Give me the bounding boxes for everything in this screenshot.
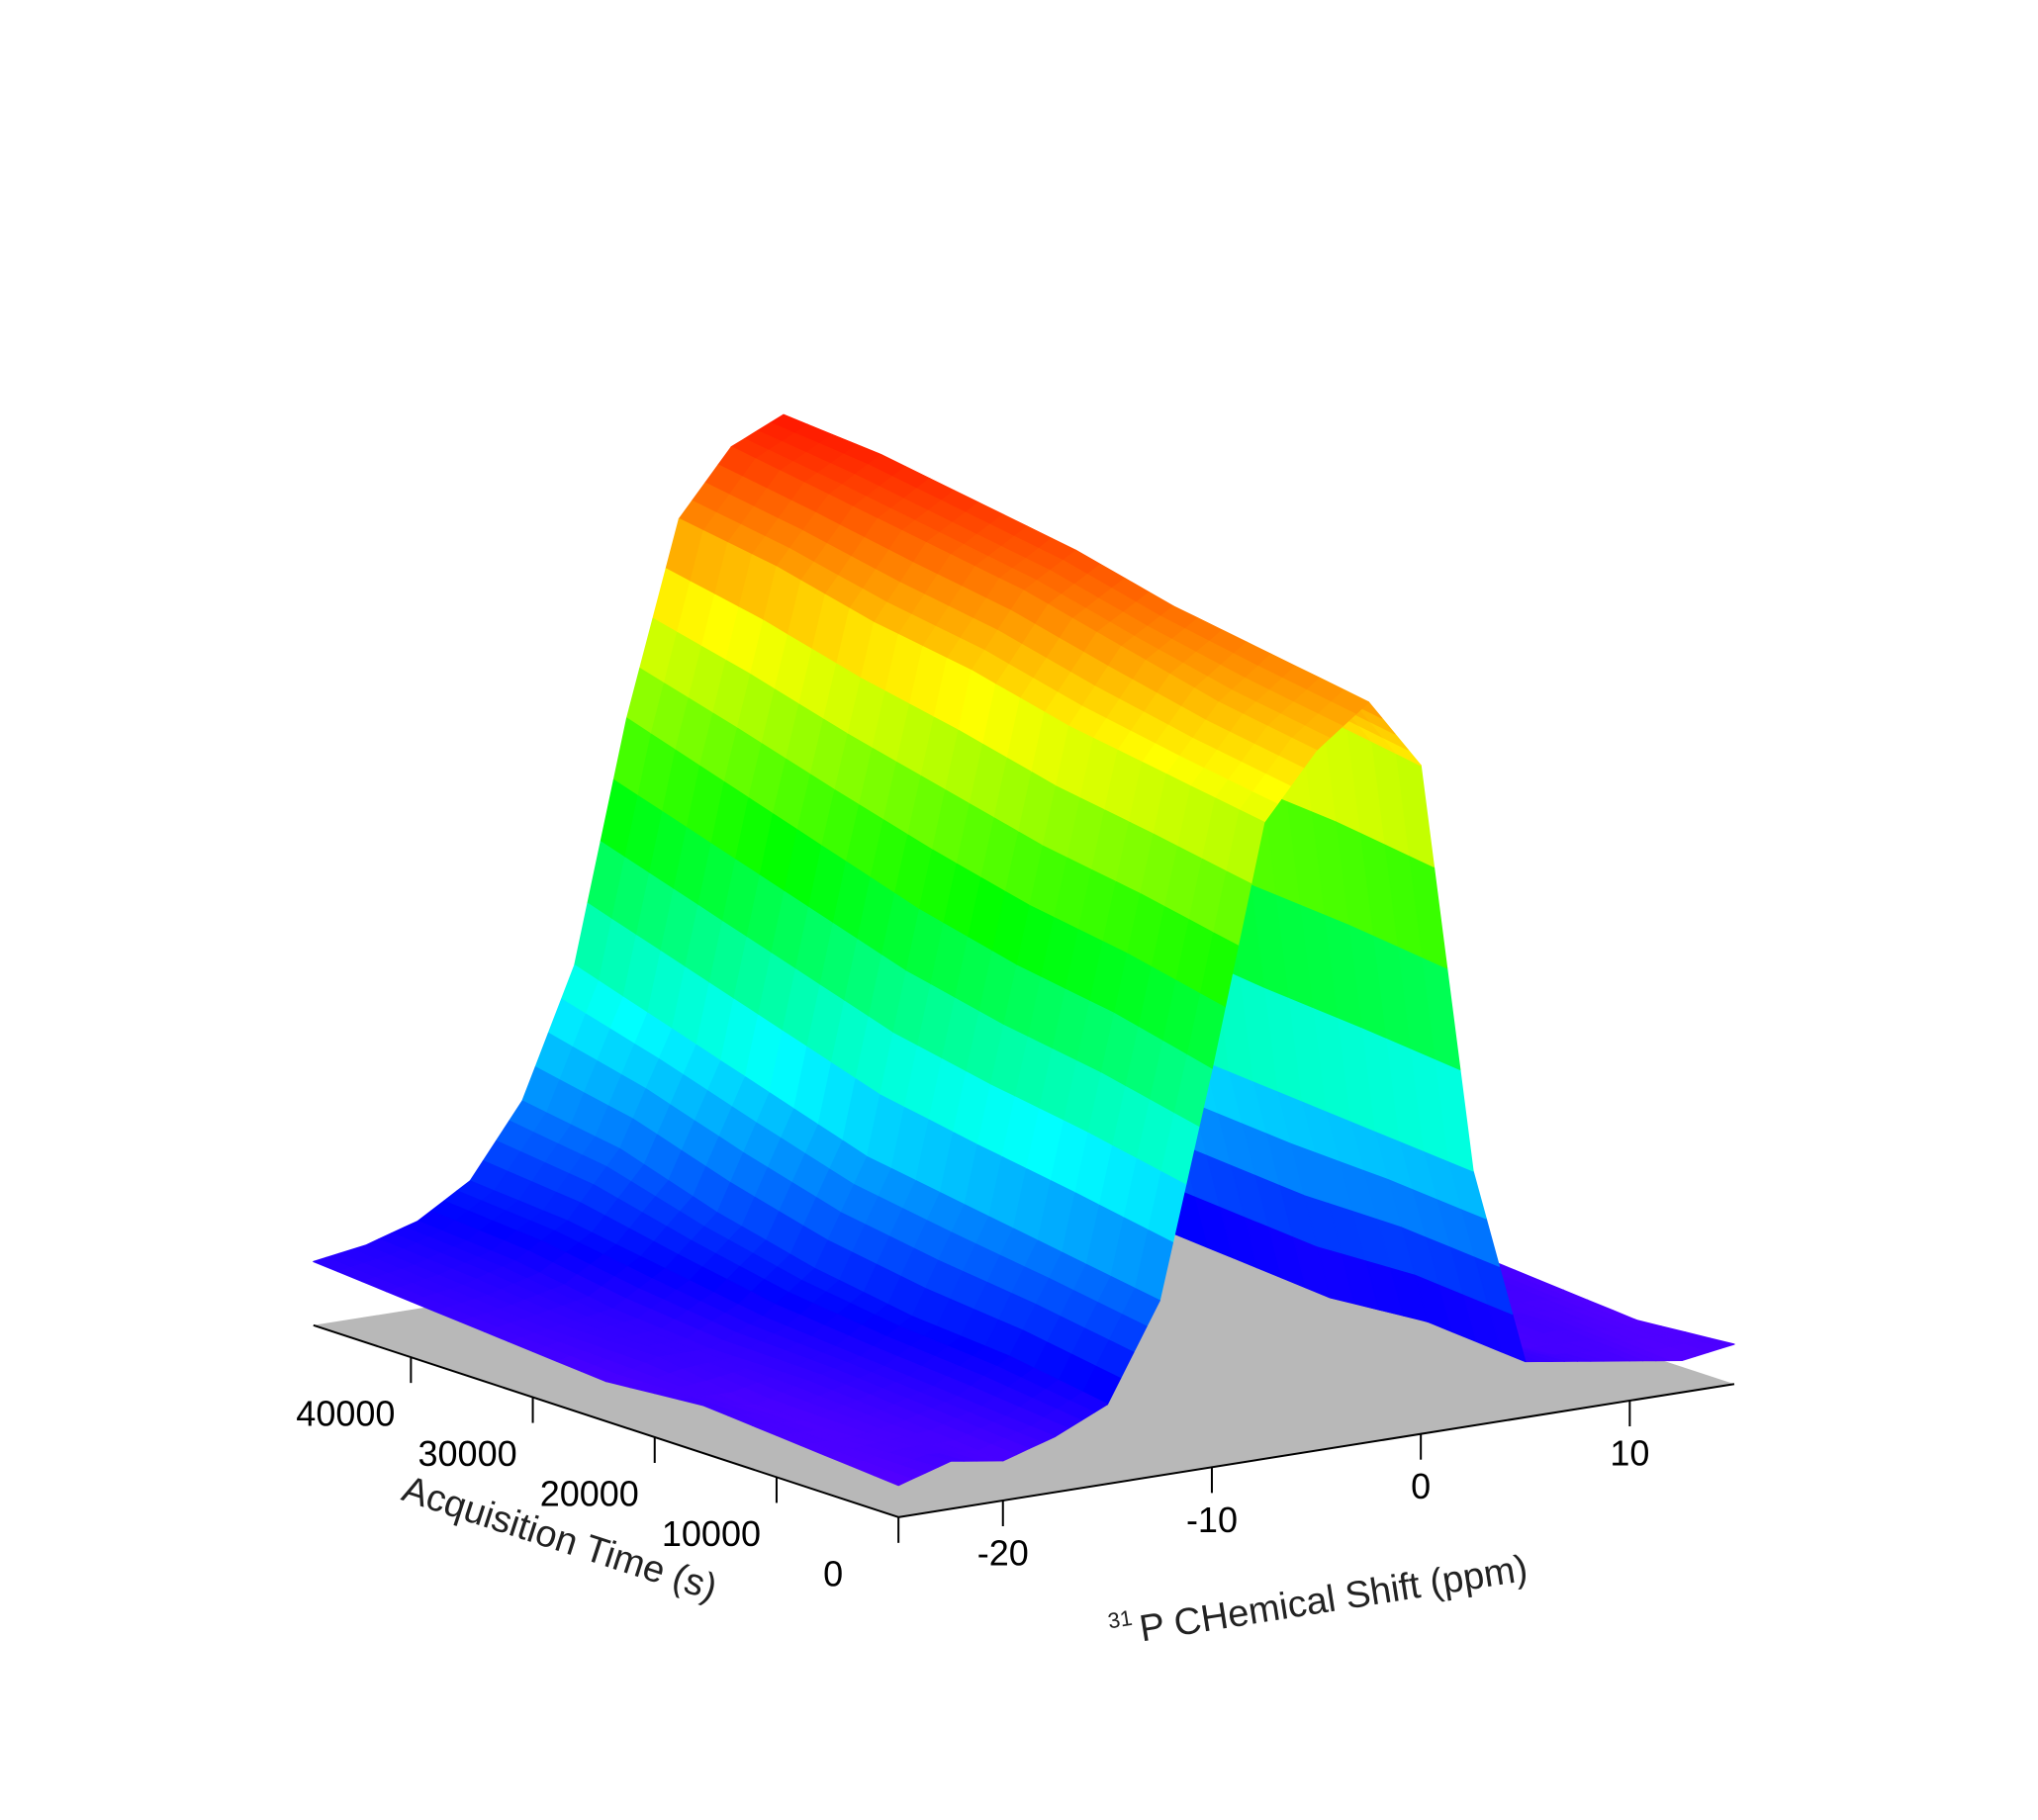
surface-patch [873,1469,913,1487]
y-tick-label: 0 [823,1553,843,1593]
y-tick-label: 20000 [540,1474,639,1514]
y-tick-label: 10000 [662,1513,761,1554]
y-tick-label: 30000 [418,1433,517,1474]
x-axis-label-text: P CHemical Shift (ppm) [1137,1548,1530,1650]
x-tick-label: -10 [1186,1500,1238,1540]
y-tick-label: 40000 [296,1394,395,1434]
x-tick-label: -20 [977,1533,1029,1574]
surface-layer [313,413,1735,1487]
x-axis-label-sup: 31 [1106,1605,1134,1634]
x-axis-label: 31P CHemical Shift (ppm) [1106,1543,1530,1655]
x-tick-label: 0 [1411,1466,1431,1506]
x-tick-label: 10 [1610,1433,1649,1474]
x-axis-line [898,1383,1735,1518]
